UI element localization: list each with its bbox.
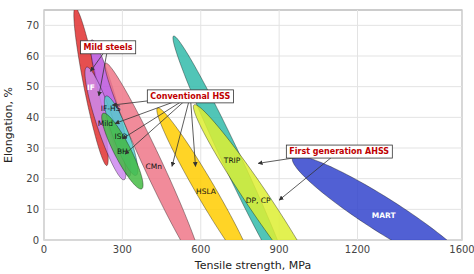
ellipse-label: HSLA [196,187,217,196]
tick-label: 20 [26,173,39,184]
annotation-text: Mild steels [84,43,133,52]
tick-label: 0 [41,244,47,255]
annotation-arrow [125,96,190,154]
x-axis-label: Tensile strength, MPa [194,259,311,272]
ellipse-labels: IF IF-HS MildISO BH CMn HSLA TRIP DP, CP MART [87,83,396,221]
ellipse-label: TRIP [223,156,241,165]
ellipse-label: CMn [145,162,162,171]
ellipse-label: BH [117,147,128,156]
ellipse-label: Mild [98,119,114,128]
tick-label: 70 [26,20,39,31]
tick-label: 1200 [345,244,370,255]
ellipse-label: IF [87,83,95,92]
tick-label: 40 [26,112,39,123]
annotation-arrows [91,47,340,200]
tick-label: 1600 [449,244,474,255]
ellipse-label: ISO [115,132,128,141]
grid-line [279,10,280,240]
chart: 0 300 600 900 1200 1600 0 10 20 30 40 50 60 70 Tensile… [0,0,474,274]
annotation-arrow [172,96,190,167]
ellipses [74,10,462,240]
grid-line [44,25,462,26]
annotation-text: First generation AHSS [289,147,389,156]
ellipse-label: IF-HS [101,104,121,113]
tick-label: 50 [26,81,39,92]
tick-label: 0 [33,235,39,246]
grid-line [462,10,463,240]
tick-label: 300 [113,244,132,255]
annotations: Mild steels Conventional HSS First generat… [81,41,393,158]
annotation-box [286,145,392,158]
annotation-box [147,90,233,103]
tick-label: 10 [26,204,39,215]
tick-label: 60 [26,51,39,62]
tick-label: 900 [270,244,289,255]
ellipse-label: MART [372,211,397,220]
tick-label: 30 [26,143,39,154]
annotation-text: Conventional HSS [150,92,230,101]
grid-line [44,10,45,240]
tick-label: 600 [191,244,210,255]
annotation-arrow [190,96,195,167]
ellipse-label: DP, CP [246,196,271,205]
y-axis-label: Elongation, % [2,87,15,163]
annotation-box [81,41,136,54]
